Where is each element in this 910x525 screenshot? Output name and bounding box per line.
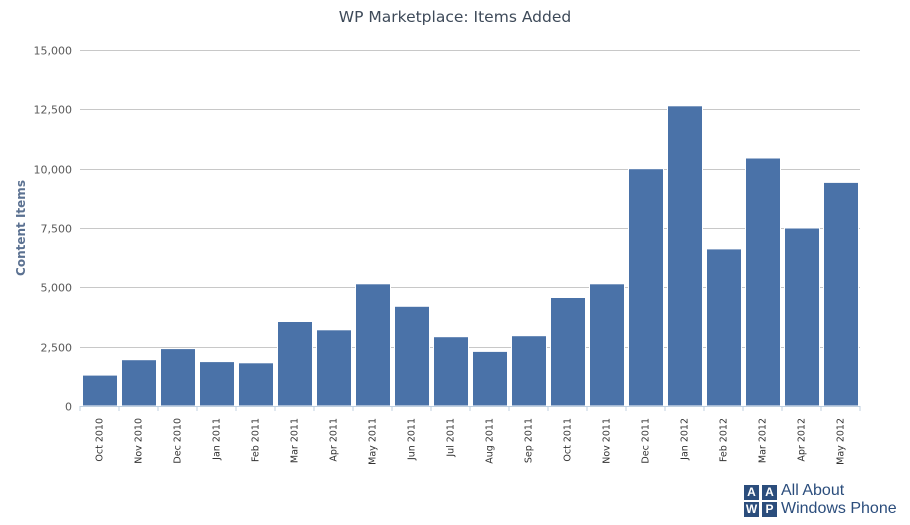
bar	[550, 297, 586, 407]
x-tick-label: Jan 2012	[680, 418, 691, 461]
logo-line-1: All About	[781, 482, 845, 499]
bar	[394, 305, 430, 407]
y-tick-label: 15,000	[34, 45, 73, 58]
bar	[355, 283, 391, 407]
bar	[433, 336, 469, 407]
bars	[82, 105, 859, 407]
logo-line-2: Windows Phone	[781, 500, 897, 517]
x-tick-label: Jun 2011	[407, 418, 418, 461]
x-tick-label: May 2011	[368, 418, 379, 465]
bar	[121, 359, 157, 407]
logo-letter: A	[744, 485, 759, 500]
x-tick-label: Nov 2011	[602, 418, 613, 464]
bar	[745, 157, 781, 407]
brand-logo: A A W P All About Windows Phone	[744, 482, 904, 520]
bar	[667, 105, 703, 407]
x-tick-label: Mar 2011	[290, 418, 301, 463]
x-tick-label: Oct 2010	[95, 418, 106, 462]
logo-letter: P	[762, 502, 777, 517]
x-tick-label: Jan 2011	[212, 418, 223, 461]
bar	[511, 335, 547, 407]
x-tick-label: Apr 2011	[329, 418, 340, 462]
bar	[589, 283, 625, 407]
bar	[277, 321, 313, 407]
x-tick-label: Nov 2010	[134, 418, 145, 464]
bar	[238, 362, 274, 407]
x-tick-label: Aug 2011	[485, 418, 496, 464]
bar	[628, 168, 664, 407]
x-tick-label: Mar 2012	[758, 418, 769, 463]
y-tick-label: 12,500	[34, 104, 73, 117]
y-tick-label: 2,500	[41, 342, 73, 355]
bar	[316, 329, 352, 407]
x-tick-label: Dec 2010	[173, 418, 184, 464]
bar	[199, 361, 235, 407]
logo-letter: W	[744, 502, 759, 517]
x-tick-label: Dec 2011	[641, 418, 652, 464]
gridlines	[80, 50, 860, 348]
x-tick-label: Oct 2011	[563, 418, 574, 462]
bar	[784, 227, 820, 407]
y-tick-label: 10,000	[34, 164, 73, 177]
x-tick-label: Apr 2012	[797, 418, 808, 462]
y-tick-label: 7,500	[41, 223, 73, 236]
logo-letter: A	[762, 485, 777, 500]
x-tick-label: Feb 2011	[251, 418, 262, 462]
x-axis-ticks: Oct 2010 Nov 2010 Dec 2010 Jan 2011 Feb 2011…	[79, 406, 861, 465]
y-tick-label: 5,000	[41, 282, 73, 295]
chart-title: WP Marketplace: Items Added	[338, 8, 572, 26]
x-tick-label: May 2012	[836, 418, 847, 465]
y-axis-ticks: 0 2,500 5,000 7,500 10,000 12,500 15,000	[34, 45, 73, 414]
x-tick-label: Feb 2012	[719, 418, 730, 462]
bar	[160, 348, 196, 407]
x-tick-label: Jul 2011	[446, 418, 457, 458]
bar	[706, 248, 742, 407]
bar	[823, 181, 859, 407]
bar	[472, 350, 508, 407]
x-tick-label: Sep 2011	[524, 418, 535, 463]
bar	[82, 374, 118, 407]
y-axis-title: Content Items	[14, 180, 28, 276]
y-tick-label: 0	[65, 401, 72, 414]
